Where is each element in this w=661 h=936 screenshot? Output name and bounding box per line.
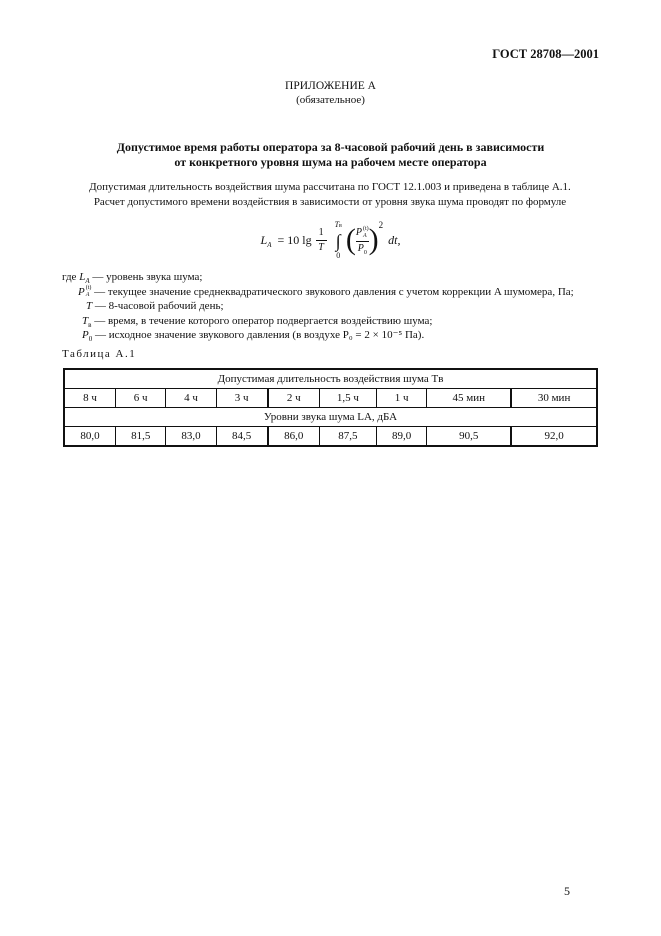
level-cell: 83,0 bbox=[165, 426, 217, 447]
table-caption: Таблица А.1 bbox=[62, 348, 137, 360]
formula-p-sub: A bbox=[362, 232, 367, 239]
formula-lower: 0 bbox=[336, 251, 341, 260]
heading-line-2: от конкретного уровня шума на рабочем ме… bbox=[174, 155, 487, 169]
duration-cell: 1 ч bbox=[375, 388, 428, 408]
formula-p0-sub: 0 bbox=[363, 249, 367, 256]
duration-cell: 6 ч bbox=[115, 388, 167, 408]
intro-line-1: Допустимая длительность воздействия шума… bbox=[89, 181, 571, 193]
duration-cell: 8 ч bbox=[63, 388, 117, 408]
formula-ratio: P (t) A P0 bbox=[355, 225, 369, 256]
duration-cell: 45 мин bbox=[426, 388, 512, 408]
level-cell: 86,0 bbox=[266, 426, 320, 447]
heading-line-1: Допустимое время работы оператора за 8-ч… bbox=[116, 140, 545, 154]
formula-sub: A bbox=[267, 241, 272, 249]
table-header-levels: Уровни звука шума LA, дБА bbox=[63, 407, 598, 427]
formula-upper: T bbox=[334, 220, 340, 229]
formula-upper-sub: в bbox=[339, 223, 342, 229]
formula-dt: dt, bbox=[388, 233, 401, 247]
symbol-legend: где LA — уровень звука шума; P (t) A — тек… bbox=[62, 270, 574, 343]
formula-fraction: 1 T bbox=[315, 226, 327, 254]
page-number: 5 bbox=[564, 884, 570, 898]
duration-cell: 1,5 ч bbox=[318, 388, 377, 408]
formula-lhs: LA bbox=[260, 233, 272, 249]
level-cell: 80,0 bbox=[63, 426, 117, 447]
table-header-duration: Допустимая длительность воздействия шума… bbox=[63, 368, 598, 389]
formula-eq: = 10 lg bbox=[277, 233, 312, 247]
duration-cell: 3 ч bbox=[215, 388, 269, 408]
duration-cell: 2 ч bbox=[266, 388, 320, 408]
document-id: ГОСТ 28708—2001 bbox=[492, 47, 599, 61]
level-cell: 90,5 bbox=[426, 426, 512, 447]
paren-right: ) bbox=[368, 223, 379, 256]
integral-sign: ∫ bbox=[335, 231, 341, 251]
formula-exp: 2 bbox=[378, 220, 384, 230]
intro-line-2: Расчет допустимого времени воздействия в… bbox=[93, 196, 567, 208]
legend-item: P0 — исходное значение звукового давлени… bbox=[82, 329, 425, 343]
formula-symbol: L bbox=[260, 233, 268, 247]
formula-integral: Tв ∫ 0 bbox=[335, 220, 342, 260]
level-cell: 81,5 bbox=[115, 426, 167, 447]
legend-item: Tв — время, в течение которого оператор … bbox=[82, 314, 433, 329]
noise-table: Допустимая длительность воздействия шума… bbox=[63, 368, 598, 447]
legend-item: T — 8-часовой рабочий день; bbox=[86, 300, 224, 312]
formula-num: 1 bbox=[318, 226, 324, 238]
legend-item: P (t) A — текущее значение среднеквадратич… bbox=[78, 284, 574, 298]
level-cell: 89,0 bbox=[375, 426, 428, 447]
level-cell: 87,5 bbox=[318, 426, 377, 447]
duration-cell: 4 ч bbox=[165, 388, 217, 408]
appendix-status: (обязательное) bbox=[296, 94, 365, 106]
formula-den: T bbox=[318, 241, 324, 253]
formula-p-sup: (t) bbox=[362, 225, 369, 232]
formula-p0: P bbox=[357, 242, 364, 254]
level-cell: 84,5 bbox=[215, 426, 269, 447]
formula: LA = 10 lg 1 T Tв ∫ 0 ( P (t) A P0 ) 2 dt, bbox=[0, 216, 661, 264]
level-cell: 92,0 bbox=[510, 426, 598, 447]
legend-item: где LA — уровень звука шума; bbox=[62, 271, 203, 285]
duration-cell: 30 мин bbox=[510, 388, 598, 408]
formula-p: P bbox=[355, 226, 362, 238]
paren-left: ( bbox=[345, 223, 356, 256]
appendix-title: ПРИЛОЖЕНИЕ А bbox=[285, 80, 376, 92]
table-row-levels: 80,0 81,5 83,0 84,5 86,0 87,5 89,0 90,5 92,0 bbox=[63, 426, 598, 447]
